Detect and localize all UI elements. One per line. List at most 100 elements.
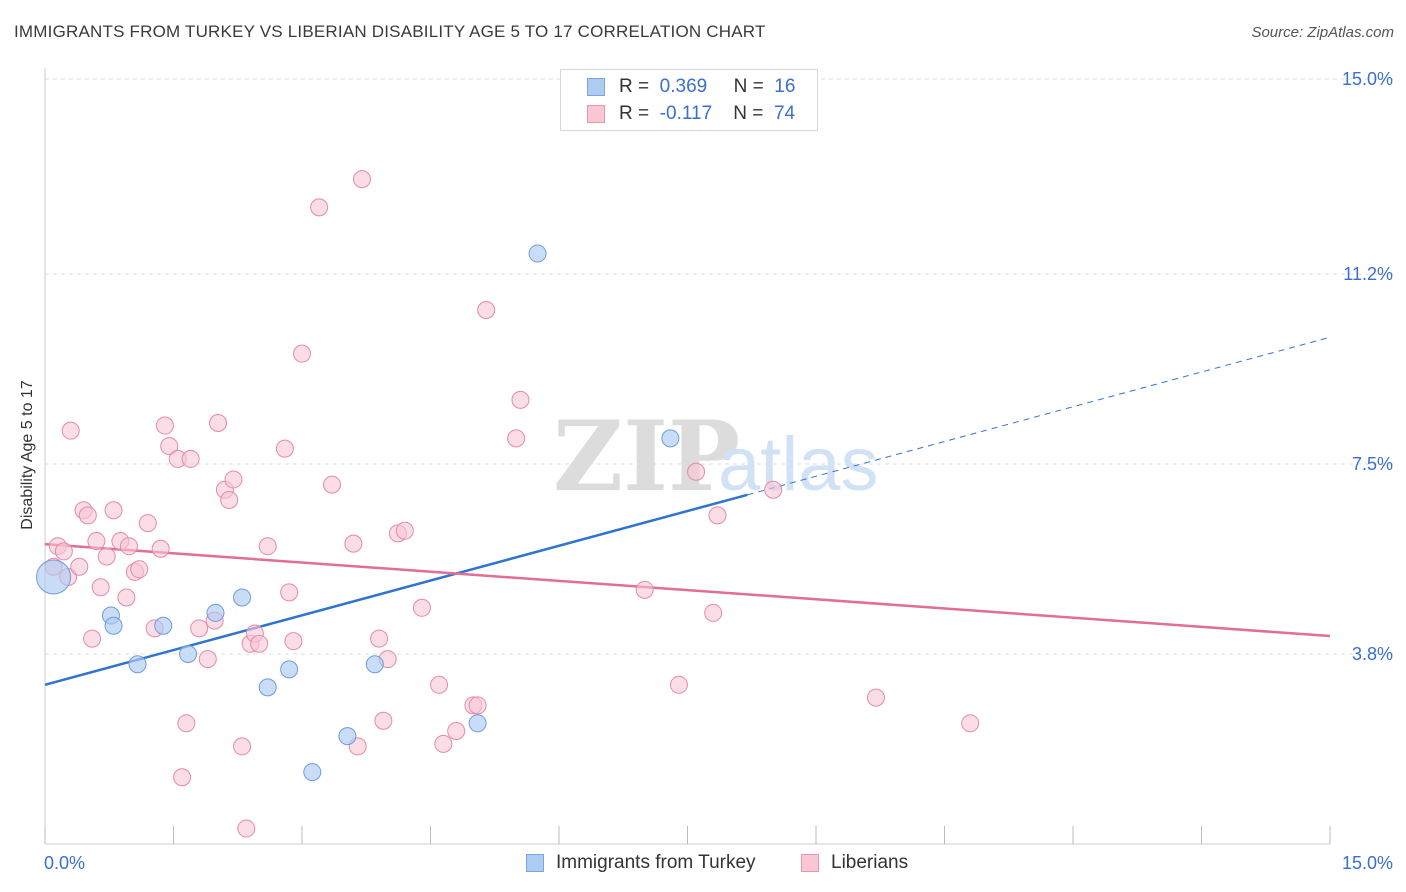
point-liberians — [87, 532, 106, 551]
point-turkey — [365, 655, 384, 674]
point-liberians — [468, 696, 487, 715]
bottom-legend-turkey: Immigrants from Turkey — [526, 852, 756, 874]
point-liberians — [275, 439, 294, 458]
point-turkey — [206, 603, 225, 622]
legend-swatch-liberians — [587, 105, 605, 123]
point-liberians — [511, 390, 530, 409]
point-turkey — [303, 763, 322, 782]
point-liberians — [173, 768, 192, 787]
point-liberians — [177, 714, 196, 733]
point-liberians — [209, 413, 228, 432]
point-liberians — [322, 475, 341, 494]
point-liberians — [352, 170, 371, 189]
watermark-zip: ZIP — [553, 400, 740, 513]
point-liberians — [104, 501, 123, 520]
point-turkey — [233, 588, 252, 607]
point-liberians — [310, 198, 329, 217]
bottom-legend-label-liberians: Liberians — [831, 852, 909, 873]
point-turkey — [661, 429, 680, 448]
point-liberians — [961, 714, 980, 733]
trend-line-liberians — [44, 542, 1331, 638]
point-liberians — [138, 514, 157, 533]
point-liberians — [370, 629, 389, 648]
point-turkey — [338, 727, 357, 746]
point-liberians — [190, 619, 209, 638]
point-liberians — [284, 632, 303, 651]
trend-line-turkey — [44, 493, 748, 687]
bottom-legend-swatch-liberians — [801, 854, 819, 872]
source-label: Source: ZipAtlas.com — [1251, 24, 1394, 41]
point-liberians — [430, 675, 449, 694]
point-liberians — [119, 537, 138, 556]
point-liberians — [447, 722, 466, 741]
point-liberians — [160, 437, 179, 456]
point-turkey — [528, 244, 547, 263]
legend-r-value: 0.369 — [659, 76, 708, 97]
point-liberians — [704, 603, 723, 622]
point-liberians — [130, 560, 149, 579]
point-liberians — [155, 416, 174, 435]
legend-n-value: 16 — [774, 76, 796, 97]
point-liberians — [344, 534, 363, 553]
point-turkey — [280, 660, 299, 679]
bottom-legend-label-turkey: Immigrants from Turkey — [556, 852, 756, 873]
x-tick-label: 0.0% — [44, 853, 85, 873]
point-turkey — [128, 655, 147, 674]
point-liberians — [83, 629, 102, 648]
point-turkey — [258, 678, 277, 697]
point-liberians — [687, 462, 706, 481]
point-liberians — [54, 542, 73, 561]
trend-line-turkey-extension — [747, 336, 1331, 496]
point-liberians — [708, 506, 727, 525]
legend-r-label: R = — [619, 103, 650, 124]
y-tick-label: 7.5% — [1352, 454, 1393, 474]
point-liberians — [250, 634, 269, 653]
watermark-atlas: atlas — [718, 422, 879, 507]
bottom-legend-liberians: Liberians — [801, 852, 908, 874]
bottom-legend-swatch-turkey — [526, 854, 544, 872]
point-liberians — [117, 588, 136, 607]
point-liberians — [434, 734, 453, 753]
point-liberians — [669, 675, 688, 694]
point-liberians — [293, 344, 311, 363]
stats-legend: R = 0.369 N = 16 R = -0.117 N = 74 — [560, 69, 818, 131]
point-turkey — [104, 616, 123, 635]
point-liberians — [477, 301, 496, 320]
point-liberians — [78, 506, 97, 525]
point-liberians — [866, 688, 885, 707]
point-liberians — [237, 819, 256, 838]
point-liberians — [198, 650, 217, 669]
watermark: ZIP atlas — [553, 400, 879, 513]
point-liberians — [764, 480, 783, 499]
legend-n-value: 74 — [773, 103, 796, 124]
legend-row-liberians: R = -0.117 N = 74 — [587, 102, 795, 126]
point-liberians — [91, 578, 110, 597]
point-liberians — [374, 711, 393, 730]
legend-row-turkey: R = 0.369 N = 16 — [587, 75, 795, 99]
y-tick-label: 11.2% — [1343, 264, 1393, 284]
point-liberians — [97, 547, 116, 566]
point-turkey — [179, 645, 198, 663]
legend-n-label: N = — [733, 76, 764, 97]
point-liberians — [181, 449, 200, 468]
legend-r-label: R = — [619, 76, 650, 97]
chart-title: IMMIGRANTS FROM TURKEY VS LIBERIAN DISAB… — [14, 22, 766, 41]
point-turkey — [468, 714, 487, 733]
point-liberians — [70, 557, 89, 576]
point-liberians — [280, 583, 299, 602]
point-liberians — [507, 429, 526, 448]
point-turkey — [154, 616, 173, 635]
x-tick-label: 15.0% — [1342, 853, 1393, 873]
point-liberians — [258, 537, 277, 556]
legend-r-value: -0.117 — [659, 103, 713, 124]
point-liberians — [412, 598, 431, 617]
point-liberians — [395, 521, 414, 540]
point-liberians — [61, 421, 80, 440]
point-liberians — [233, 737, 252, 756]
point-liberians — [151, 539, 170, 558]
legend-n-label: N = — [733, 103, 764, 124]
y-tick-label: 3.8% — [1352, 644, 1393, 664]
point-liberians — [635, 580, 654, 599]
point-liberians — [220, 490, 239, 509]
